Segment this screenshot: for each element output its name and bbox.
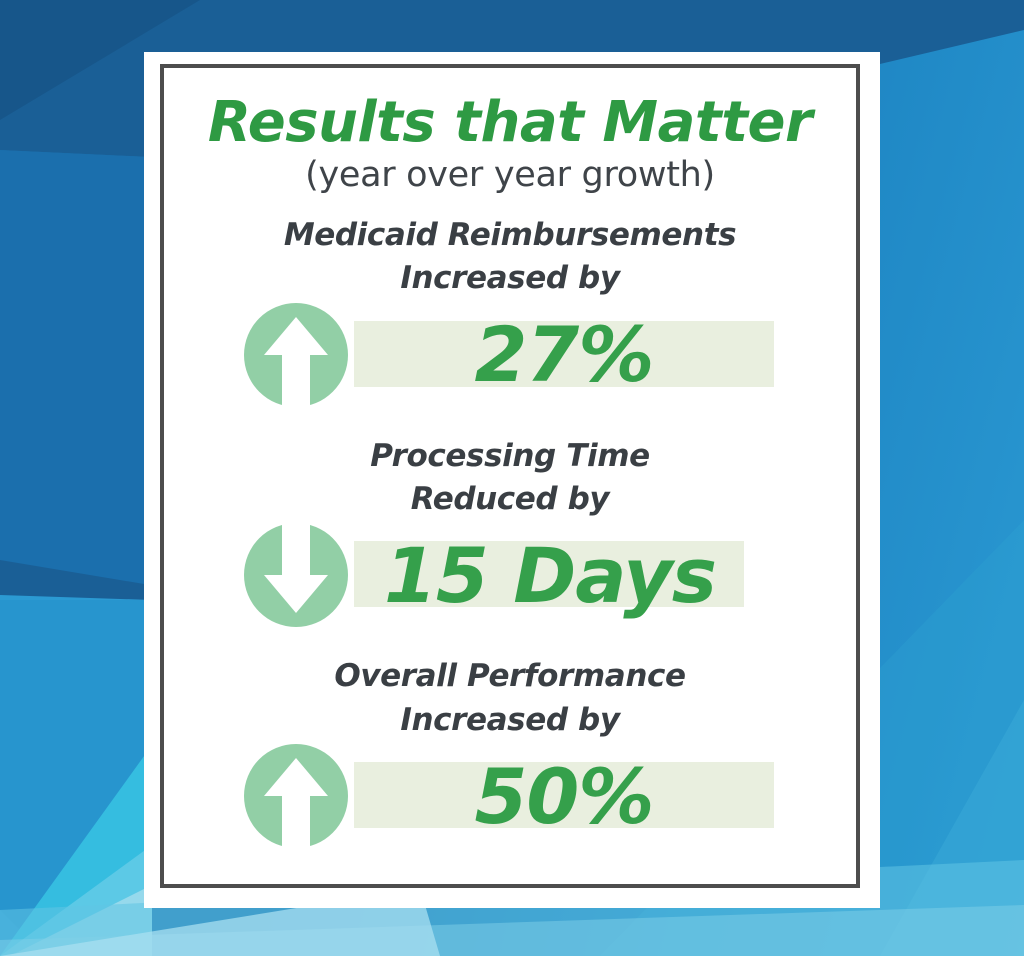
arrow-up-circle-icon — [244, 744, 348, 857]
page-title: Results that Matter — [207, 90, 813, 155]
stat-label: Processing Time Reduced by — [164, 435, 856, 522]
card-content: Results that Matter (year over year grow… — [164, 68, 856, 884]
stat-label-line-2: Increased by — [400, 260, 620, 297]
bg-shape-topleft-dark — [0, 0, 200, 120]
stat-label-line-1: Medicaid Reimbursements — [283, 216, 737, 253]
stat-value-row: 50% — [164, 738, 856, 857]
stat-value-backdrop-bar — [354, 541, 744, 608]
stat-value: 27% — [474, 310, 655, 400]
stat-value-backdrop-bar — [354, 320, 774, 387]
stat-label: Medicaid Reimbursements Increased by — [164, 214, 856, 301]
stat-block-medicaid-reimbursements: Medicaid Reimbursements Increased by 27% — [164, 214, 856, 415]
stat-value: 15 Days — [383, 530, 717, 620]
stat-label-line-2: Reduced by — [410, 481, 610, 518]
stat-value-row: 15 Days — [164, 515, 856, 635]
page-subtitle: (year over year growth) — [305, 155, 715, 196]
stat-label-line-1: Overall Performance — [334, 658, 686, 695]
heading-block: Results that Matter (year over year grow… — [164, 68, 856, 194]
stat-value-row: 27% — [164, 297, 856, 415]
infographic-card: Results that Matter (year over year grow… — [144, 52, 880, 908]
stat-block-processing-time: Processing Time Reduced by 15 Days — [164, 435, 856, 636]
arrow-up-circle-icon — [244, 302, 348, 415]
card-border-frame: Results that Matter (year over year grow… — [160, 64, 860, 888]
arrow-down-circle-icon — [244, 515, 348, 628]
stat-label-line-1: Processing Time — [370, 437, 650, 474]
stat-block-overall-performance: Overall Performance Increased by 50% — [164, 655, 856, 857]
stat-value: 50% — [474, 751, 655, 841]
stat-label-line-2: Increased by — [400, 701, 620, 738]
stat-value-backdrop-bar — [354, 762, 774, 829]
stat-label: Overall Performance Increased by — [164, 655, 856, 742]
